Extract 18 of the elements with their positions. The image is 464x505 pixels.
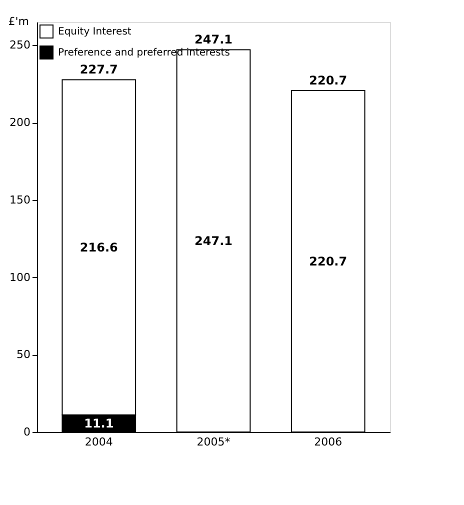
data-label: 11.1 bbox=[84, 416, 114, 430]
total-label: 220.7 bbox=[309, 74, 348, 88]
y-tick-label: 50 bbox=[16, 348, 30, 362]
x-tick-label: 2004 bbox=[84, 436, 113, 448]
total-label: 247.1 bbox=[194, 32, 232, 47]
x-tick-label: 2005* bbox=[196, 436, 231, 448]
x-tick-label: 2006 bbox=[314, 436, 342, 448]
data-label: 216.6 bbox=[80, 240, 118, 254]
data-label: 220.7 bbox=[309, 254, 348, 268]
y-tick-label: 250 bbox=[10, 38, 30, 52]
y-tick-label: 100 bbox=[10, 270, 30, 284]
total-label: 227.7 bbox=[80, 62, 118, 77]
data-label: 247.1 bbox=[194, 234, 232, 248]
y-tick-label: 150 bbox=[10, 193, 30, 206]
y-tick-label: 200 bbox=[10, 116, 30, 130]
legend-label: Equity Interest bbox=[58, 26, 132, 38]
y-tick-label: 0 bbox=[24, 426, 30, 438]
y-axis-title: £'m bbox=[8, 15, 29, 28]
